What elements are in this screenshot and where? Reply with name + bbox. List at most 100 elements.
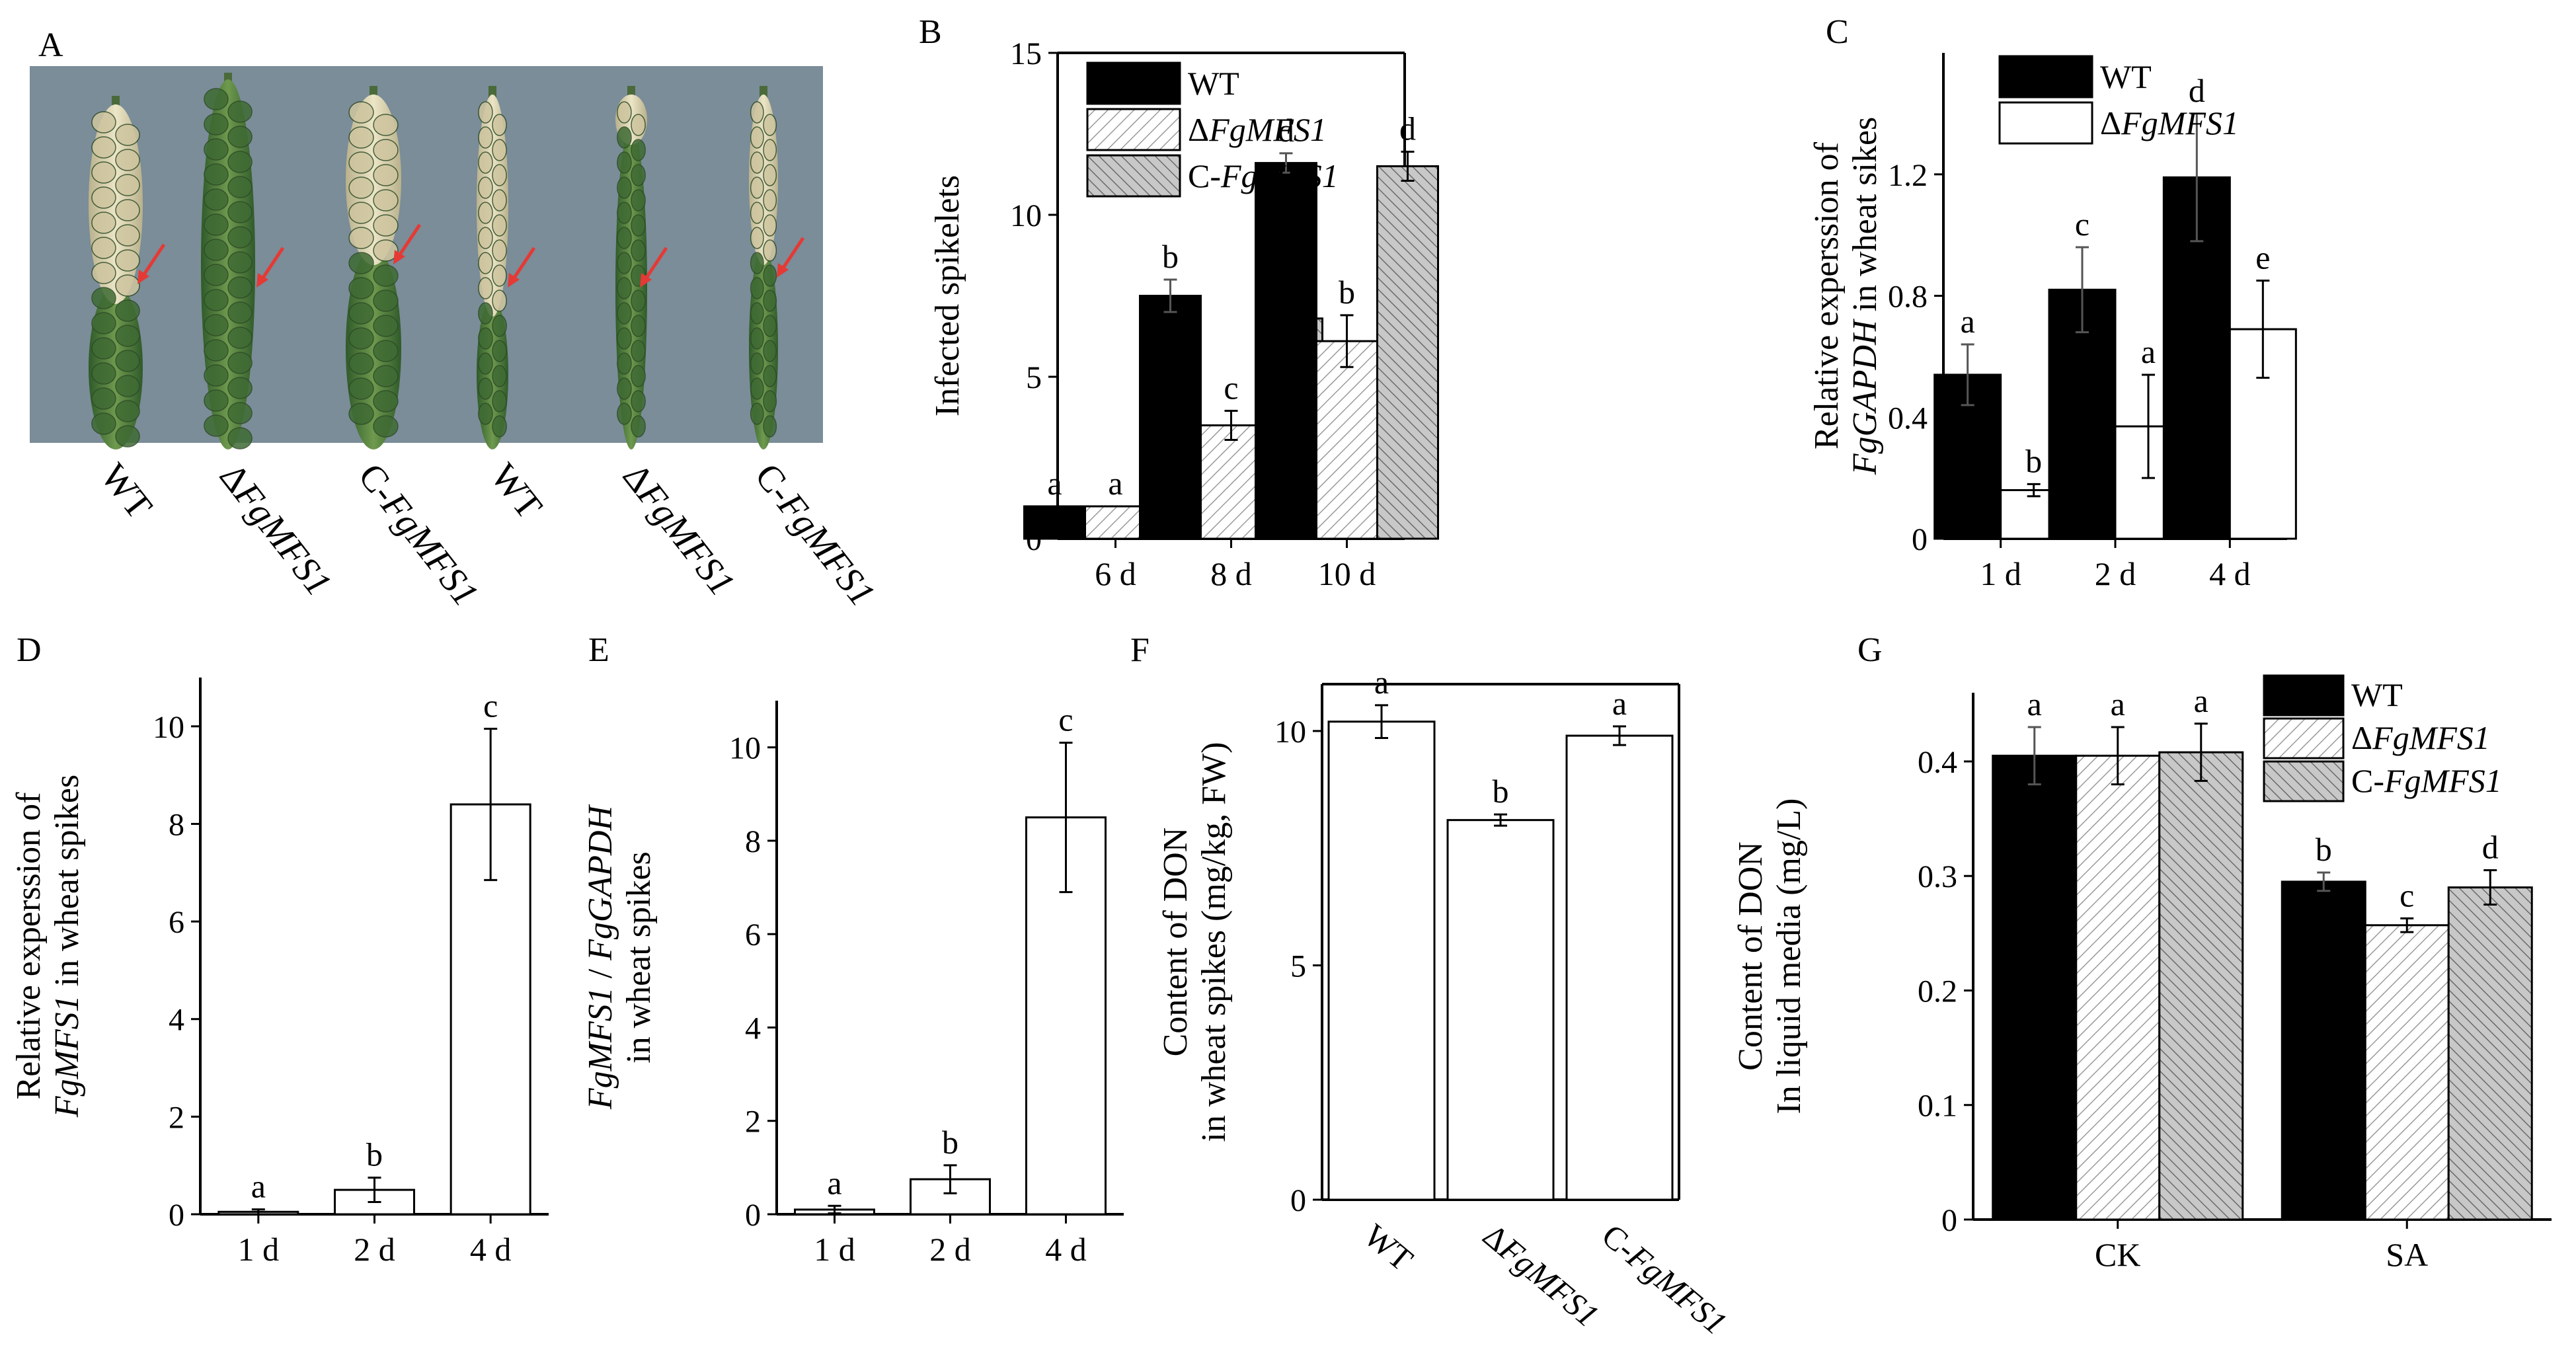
spikelet [115,299,140,322]
spikelet [617,252,632,274]
y-axis-label: FgGAPDH in wheat sikes [1846,117,1884,476]
spikelet [750,151,764,174]
legend-swatch-wt [1998,55,2093,98]
significance-letter: a [1374,664,1389,701]
spikelet [750,227,764,249]
significance-letter: d [2482,829,2499,866]
significance-letter: d [1278,112,1294,149]
spikelet [763,365,777,387]
spikelet [478,302,493,325]
y-tick-label: 5 [1290,949,1306,984]
spikelet [478,151,493,174]
y-tick-label: 10 [1010,198,1042,233]
spikelet [750,126,764,149]
bar-wt-sa [2281,880,2366,1221]
spikelet [492,214,507,237]
bar-fgmfs1-10-d [1315,340,1378,540]
panel-letter: E [588,631,609,669]
x-tick-label: 4 d [470,1231,512,1268]
spikelet [492,340,507,362]
red-arrow-head [508,273,520,288]
y-axis-label: In liquid media (mg/L) [1770,798,1808,1114]
spikelet [631,139,646,161]
x-tick-label: C-FgMFS1 [1595,1217,1734,1342]
spikelet [204,214,229,236]
spikelet [617,327,632,350]
panel-a-letter: A [38,26,63,64]
panel-letter: C [1826,13,1849,51]
spikelet [478,252,493,274]
spikelet [750,101,764,124]
spikelet [763,264,777,287]
y-tick-label: 0 [1941,1203,1957,1238]
spikelet [492,239,507,262]
spikelet [373,214,399,237]
y-tick-label: 8 [745,824,761,859]
y-axis-label: Content of DON [1732,841,1770,1071]
spikelet [763,114,777,136]
photo-label: ΔFgMFS1 [615,456,743,603]
spikelet [373,139,399,161]
spikelet [348,176,374,199]
bar-fgmfs1-6-d [1084,505,1147,540]
x-tick-label: 10 d [1318,555,1376,592]
chart-panel-d: D 0 2 4 6 8 10 Relative experssion of FgMFS1 in … [10,631,549,1268]
y-tick-label: 10 [729,731,761,766]
spikelet [763,214,777,237]
y-tick-label: 0 [169,1198,184,1233]
spikelet [750,302,764,325]
spikelet [478,377,493,400]
bar-don-wt [1327,720,1436,1201]
red-arrow-head [393,250,405,264]
wheat-spike [346,86,422,449]
spikelet [373,264,399,287]
x-tick-label: 4 d [2209,555,2251,592]
spikelet [91,212,116,234]
spikelet [227,251,253,274]
spikelet [91,136,116,159]
significance-letter: c [1058,701,1073,738]
significance-letter: c [2075,206,2089,243]
legend-label: C-FgMFS1 [2351,762,2502,799]
spikelet [91,111,116,134]
spikelet [750,277,764,299]
photo-label: WT [93,456,160,527]
significance-letter: d [1399,110,1416,147]
spikelet [91,161,116,184]
y-axis-label: Content of DON [1157,828,1194,1057]
chart-panel-f: F 0 5 10 Content of DON in wheat spikes (mg/k… [1130,631,1734,1342]
panel-letter: G [1857,631,1883,669]
spikelet [204,188,229,211]
spikelet [492,164,507,186]
wheat-spike [749,86,805,449]
spikelet [115,124,140,146]
spikelet [617,302,632,325]
y-axis-label: Relative experssion of [10,792,48,1100]
spikelet [631,390,646,412]
spikelet [617,101,632,124]
spikelet [763,415,777,438]
y-tick-label: 0.2 [1918,974,1957,1009]
spikelet [348,302,374,325]
spikelet [204,414,229,437]
spikelet [750,352,764,375]
y-tick-label: 0 [1290,1183,1306,1218]
spikelet [478,227,493,249]
bar-wt-ck [1992,754,2078,1221]
x-tick-label: 4 d [1045,1231,1087,1268]
significance-letter: a [1961,303,1975,340]
legend-swatch-c-fgmfs1 [2263,760,2345,802]
spikelet [373,390,399,412]
spikelet [492,415,507,438]
y-tick-label: 2 [169,1100,184,1135]
significance-letter: a [2194,682,2208,719]
spikelet [631,239,646,262]
spikelet [763,164,777,186]
x-tick-label: ΔFgMFS1 [1476,1217,1606,1335]
spikelet [750,403,764,425]
y-tick-label: 0.1 [1918,1089,1957,1124]
spikelet [115,274,140,297]
red-arrow-head [777,263,789,278]
spikelet [91,312,116,334]
